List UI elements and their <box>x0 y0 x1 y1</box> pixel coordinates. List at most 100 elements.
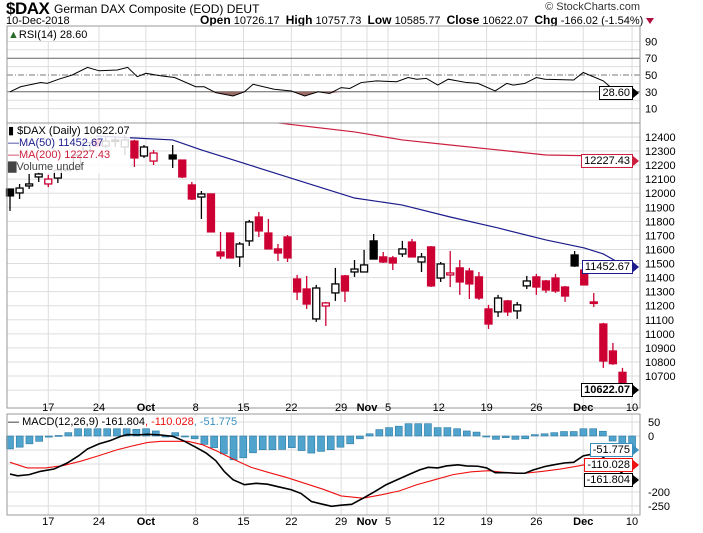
candle-body <box>340 275 350 292</box>
candle <box>407 238 417 258</box>
candle-body <box>187 184 196 200</box>
ma200-legend: —MA(200) 12227.43 <box>8 149 111 161</box>
candle <box>379 252 388 263</box>
macd-histogram-bar <box>210 435 218 449</box>
ma50-line <box>96 135 633 271</box>
candle-body <box>426 246 436 287</box>
candle <box>15 183 24 200</box>
change-value: -166.02 (-1.54%) <box>560 15 644 27</box>
candle-body <box>513 304 522 312</box>
candle <box>388 255 397 271</box>
macd-histogram-bar <box>589 428 597 437</box>
rsi-icon: ▲ <box>8 29 19 41</box>
macd-histogram-bar <box>239 435 248 459</box>
price-x-label: Oct <box>137 402 156 414</box>
candle-body <box>455 267 464 283</box>
candle-body <box>446 272 455 276</box>
candle-body <box>15 187 24 194</box>
candle-body <box>599 323 608 362</box>
price-x-label: 19 <box>480 402 492 414</box>
candle-body <box>331 283 340 294</box>
macd-histogram-bar <box>74 428 82 437</box>
candle-body <box>273 248 283 254</box>
candle-body <box>589 301 598 305</box>
rsi-last-value: 28.60 <box>602 87 630 99</box>
candle-body <box>283 236 292 259</box>
candle <box>599 322 608 368</box>
candle-icon: ▮ <box>8 125 15 137</box>
price-x-label: 24 <box>93 402 105 414</box>
candle <box>608 342 618 365</box>
macd-histogram-bar <box>492 435 500 440</box>
macd-histogram-bar <box>190 435 199 440</box>
macd-x-label: Dec <box>573 516 593 528</box>
macd-histogram-bar <box>200 435 209 445</box>
candle <box>273 243 283 262</box>
symbol-name: German DAX Composite (EOD) DEUT <box>54 3 259 16</box>
macd-histogram-bar <box>220 435 228 455</box>
price-tick-label: 12400 <box>645 132 676 144</box>
candle <box>34 172 43 182</box>
macd-histogram-bar <box>122 428 131 437</box>
price-x-label: 8 <box>193 402 199 414</box>
candle <box>178 159 187 179</box>
price-tick-label: 12300 <box>645 146 676 158</box>
macd-histogram-bar <box>93 428 102 437</box>
price-tick-label: 11500 <box>645 259 675 271</box>
rsi-tick-label: 30 <box>645 87 657 99</box>
macd-x-label: 8 <box>193 516 199 528</box>
ma50-last-value: 11452.67 <box>584 261 630 273</box>
macd-histogram-bar <box>181 435 189 438</box>
signal-last-value: -110.028 <box>587 459 630 471</box>
copyright[interactable]: © StockCharts.com <box>545 1 640 13</box>
macd-tick-label: 50 <box>648 417 660 429</box>
candle <box>513 301 522 319</box>
close-value: 10622.07 <box>482 15 529 27</box>
candle-body <box>197 193 206 198</box>
candle-body <box>484 308 493 325</box>
price-tick-label: 11100 <box>645 315 674 327</box>
hist-legend-value: -51.775 <box>199 416 238 428</box>
price-x-label: Dec <box>573 402 593 414</box>
ohlc-summary: Open 10726.17 High 10757.73 Low 10585.77… <box>200 13 655 27</box>
macd-histogram-bar <box>453 428 461 437</box>
price-tick-label: 11000 <box>645 329 675 341</box>
candle <box>417 252 426 272</box>
exchange: DEUT <box>226 2 260 16</box>
macd-histogram-bar <box>346 435 354 445</box>
macd-x-label: 5 <box>385 516 391 528</box>
macd-histogram-bar <box>6 435 14 450</box>
ma50-last-tag: 11452.67 <box>581 260 640 274</box>
macd-histogram-bar <box>550 432 559 437</box>
ma200-last-tag: 12227.43 <box>581 154 639 168</box>
candle-body <box>5 188 15 197</box>
macd-histogram-bar <box>443 427 452 437</box>
macd-histogram-bar <box>132 428 141 437</box>
open-value: 10726.17 <box>233 15 280 27</box>
macd-histogram-bar <box>278 435 286 450</box>
candle <box>44 174 53 188</box>
candle-body <box>312 287 321 320</box>
macd-x-label: 26 <box>530 516 542 528</box>
macd-x-label: 29 <box>335 516 347 528</box>
candle-body <box>302 288 311 305</box>
macd-last-tag: -161.804 <box>583 473 640 487</box>
candle-body <box>551 277 560 292</box>
volume-icon: ▇ <box>8 161 17 173</box>
price-x-label: 22 <box>285 402 297 414</box>
candle-body <box>178 159 187 178</box>
candle <box>369 234 378 260</box>
macd-x-label: 10 <box>626 516 638 528</box>
candle <box>292 274 302 300</box>
macd-histogram-bar <box>394 425 403 437</box>
candle <box>474 271 484 300</box>
price-tick-label: 11200 <box>645 301 675 313</box>
candle-body <box>541 280 551 291</box>
macd-histogram-bar <box>336 435 345 448</box>
candle <box>302 275 311 309</box>
change-label: Chg <box>534 13 558 27</box>
candle <box>503 299 512 316</box>
price-x-label: Nov <box>357 402 379 414</box>
candle-body <box>398 248 407 255</box>
candle <box>436 261 445 282</box>
